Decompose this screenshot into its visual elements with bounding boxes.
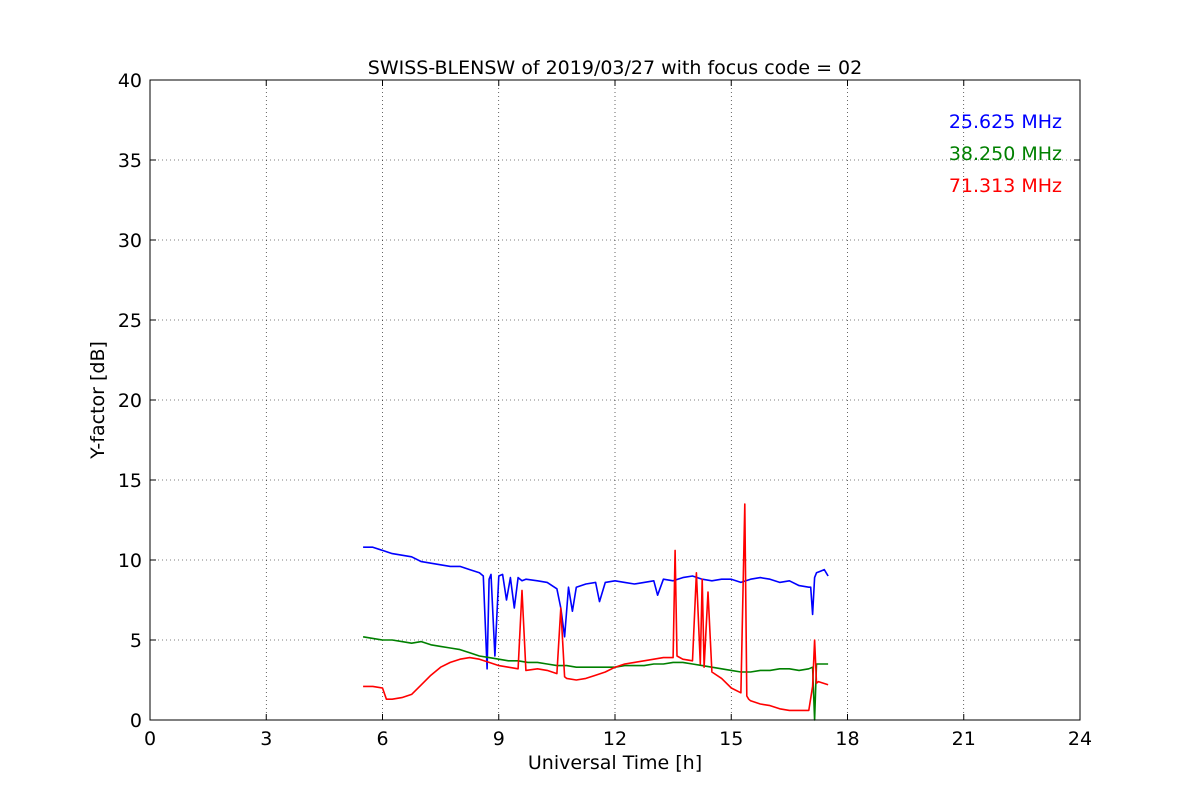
- y-tick-label: 35: [118, 150, 142, 172]
- legend: 25.625 MHz 38.250 MHz 71.313 MHz: [949, 111, 1062, 197]
- y-tick-label: 15: [118, 470, 142, 492]
- y-tick-label: 5: [130, 630, 142, 652]
- x-tick-label: 21: [952, 728, 976, 750]
- legend-entry-1: 25.625 MHz: [949, 111, 1062, 133]
- chart-title: SWISS-BLENSW of 2019/03/27 with focus co…: [368, 57, 862, 79]
- axis-ticks: 0 3 6 9 12 15 18 21 24 0 5 10 15 20 25 30 35 40: [118, 70, 1092, 750]
- grid-lines: [150, 80, 1080, 720]
- x-axis-label: Universal Time [h]: [528, 752, 702, 774]
- x-tick-label: 15: [719, 728, 743, 750]
- legend-entry-2: 38.250 MHz: [949, 143, 1062, 165]
- series-line-3: [363, 503, 829, 712]
- x-tick-label: 3: [260, 728, 272, 750]
- series-line-2: [362, 636, 829, 721]
- x-tick-label: 24: [1068, 728, 1092, 750]
- x-tick-label: 9: [493, 728, 505, 750]
- y-tick-label: 10: [118, 550, 142, 572]
- x-tick-label: 0: [144, 728, 156, 750]
- y-tick-label: 0: [130, 710, 142, 732]
- data-series: [362, 503, 829, 721]
- y-axis-label: Y-factor [dB]: [87, 341, 109, 460]
- series-line-1: [363, 546, 829, 670]
- y-tick-label: 40: [118, 70, 142, 92]
- x-tick-label: 18: [835, 728, 859, 750]
- y-tick-label: 30: [118, 230, 142, 252]
- x-tick-label: 6: [376, 728, 388, 750]
- x-tick-label: 12: [603, 728, 627, 750]
- y-tick-label: 20: [118, 390, 142, 412]
- y-tick-label: 25: [118, 310, 142, 332]
- legend-entry-3: 71.313 MHz: [949, 175, 1062, 197]
